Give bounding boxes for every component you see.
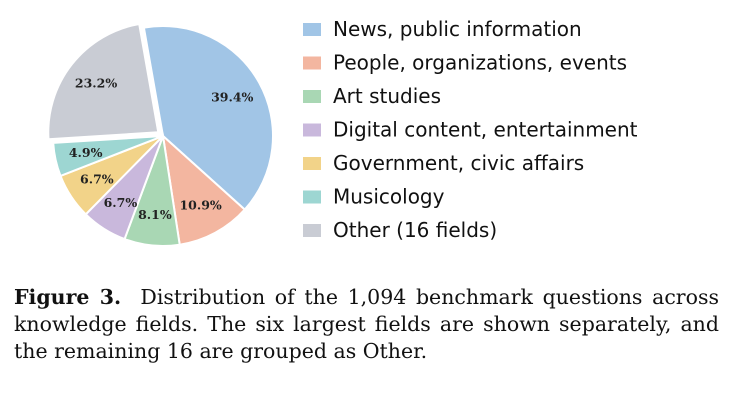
slice-percent-label: 10.9% (179, 198, 221, 213)
pie-slice (52, 135, 164, 178)
slice-percent-label: 6.7% (104, 195, 138, 210)
legend-label: Government, civic affairs (333, 151, 584, 175)
figure-caption: Figure 3. Distribution of the 1,094 benc… (14, 284, 719, 365)
legend-label: People, organizations, events (333, 51, 627, 75)
caption-text: Distribution of the 1,094 benchmark ques… (14, 285, 719, 363)
pie-slice (142, 25, 274, 211)
legend-swatch (303, 224, 321, 237)
slice-percent-label: 4.9% (69, 145, 103, 160)
caption-label: Figure 3. (14, 285, 122, 309)
pie-slice (161, 133, 247, 246)
legend-swatch (303, 23, 321, 36)
slice-percent-label: 23.2% (75, 75, 117, 90)
legend-swatch (303, 56, 321, 70)
pie-slice-labels: 39.4%10.9%8.1%6.7%6.7%4.9%23.2% (69, 75, 254, 221)
slice-percent-label: 39.4% (211, 90, 253, 105)
legend-label: Art studies (333, 84, 441, 108)
legend-swatch (303, 123, 321, 137)
legend-label: Musicology (333, 185, 445, 209)
legend-swatch (303, 157, 321, 170)
legend-label: News, public information (333, 17, 582, 41)
legend: News, public information People, organiza… (303, 17, 638, 242)
legend-label: Other (16 fields) (333, 218, 497, 242)
legend-swatch (303, 190, 321, 204)
pie-slices (47, 22, 274, 247)
legend-label: Digital content, entertainment (333, 118, 638, 142)
slice-percent-label: 8.1% (138, 207, 172, 222)
legend-swatch (303, 90, 321, 103)
pie-slice (47, 22, 160, 141)
pie-chart: 39.4%10.9%8.1%6.7%6.7%4.9%23.2% News, pu… (47, 17, 638, 247)
slice-percent-label: 6.7% (80, 172, 114, 187)
